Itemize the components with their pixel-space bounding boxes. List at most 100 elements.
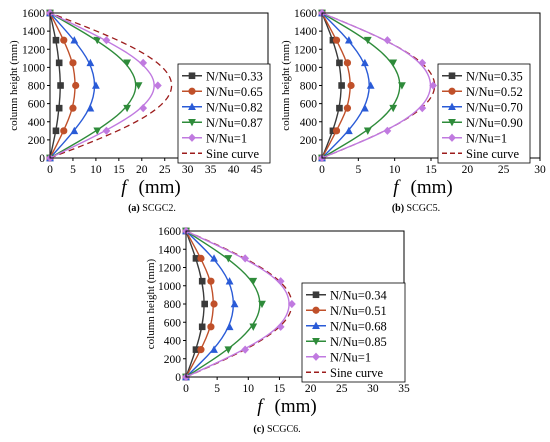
legend: N/Nu=0.35 N/Nu=0.52N/Nu=0.70 N/Nu=0.90N/Nu…: [437, 63, 531, 164]
caption-tag: (b): [392, 203, 404, 214]
data-point: [329, 36, 337, 44]
data-point: [52, 36, 60, 44]
x-tick-label: 25: [159, 164, 171, 176]
data-point: [70, 126, 79, 135]
x-tick-label: 35: [398, 383, 410, 395]
data-point: [139, 58, 148, 67]
x-tick-label: 10: [389, 164, 401, 176]
legend-entry: N/Nu=0.82: [206, 100, 263, 114]
legend-marker: [448, 133, 456, 142]
y-tick-label: 0: [175, 372, 181, 384]
data-point: [192, 346, 200, 353]
legend-entry: N/Nu=1: [466, 131, 507, 145]
data-point: [198, 277, 206, 285]
legend-marker: [312, 337, 320, 346]
x-tick-label: 25: [336, 383, 348, 395]
legend-marker: [448, 72, 456, 80]
series-line-4: [321, 12, 401, 159]
legend-entry: N/Nu=0.70: [466, 100, 523, 114]
x-axis-unit: (mm): [275, 396, 317, 417]
data-point: [197, 254, 205, 262]
y-tick-label: 1600: [158, 226, 181, 238]
plot-frame: [321, 12, 541, 159]
chart-panel-2: 0 5 10 15 20 25 30 0 200 400 600 800 1000 1200 1400 160…: [280, 8, 546, 214]
data-point: [102, 36, 111, 45]
y-tick-label: 1600: [22, 8, 45, 20]
x-tick-label: 5: [70, 164, 76, 176]
y-tick-label: 0: [39, 153, 45, 165]
x-tick-label: 10: [243, 383, 255, 395]
y-tick-label: 0: [311, 153, 317, 165]
x-tick-label: 0: [183, 383, 189, 395]
data-point: [207, 323, 215, 331]
data-point: [347, 81, 355, 90]
data-point: [366, 81, 375, 89]
data-point: [230, 299, 239, 308]
data-point: [241, 345, 250, 354]
data-point: [225, 277, 234, 285]
legend-entry: Sine curve: [206, 147, 260, 161]
caption-text: SCGC5.: [404, 203, 440, 214]
x-tick-label: 30: [534, 164, 546, 176]
x-tick-label: 20: [136, 164, 148, 176]
legend-marker: [188, 87, 196, 95]
data-point: [287, 299, 296, 309]
legend-marker: [188, 118, 196, 127]
y-tick-label: 1400: [22, 26, 45, 38]
x-tick-label: 40: [228, 164, 240, 176]
data-point: [192, 255, 200, 262]
data-point: [429, 81, 438, 90]
chart-panel-1: 0 5 10 15 20 25 30 35 40 45 0 200 400 600 800 1000 1200 1…: [8, 8, 271, 214]
x-tick-label: 30: [182, 164, 194, 176]
data-point: [210, 254, 218, 262]
sine-curve-line: [49, 12, 173, 159]
x-tick-label: 45: [251, 164, 263, 176]
y-axis-label: column height (mm): [280, 40, 292, 131]
legend-entry: N/Nu=0.68: [330, 319, 387, 333]
data-point: [389, 59, 398, 67]
y-tick-label: 600: [28, 99, 46, 111]
series-line-4: [49, 12, 137, 159]
data-point: [344, 36, 353, 44]
data-point: [55, 59, 63, 67]
data-point: [344, 126, 353, 135]
x-axis-label: f (mm): [121, 177, 181, 198]
caption-text: SCGC2.: [140, 203, 176, 214]
panel-caption: (a) SCGC2.: [128, 203, 176, 214]
data-point: [197, 346, 205, 354]
data-point: [241, 254, 250, 263]
data-point: [329, 127, 337, 135]
legend-entry: N/Nu=0.35: [466, 69, 523, 83]
legend-marker: [448, 87, 456, 95]
data-point: [52, 127, 60, 135]
y-tick-label: 600: [300, 99, 318, 111]
data-point: [102, 126, 111, 135]
data-point: [336, 104, 343, 112]
series-line-2: [185, 230, 214, 378]
data-point: [201, 300, 208, 308]
legend-entry: N/Nu=1: [330, 350, 371, 364]
y-tick-label: 400: [300, 117, 318, 129]
data-point: [383, 36, 392, 45]
y-tick-label: 1200: [294, 44, 317, 56]
data-point: [224, 255, 233, 263]
x-tick-label: 15: [274, 383, 286, 395]
data-point: [72, 81, 80, 90]
data-point: [249, 277, 258, 286]
legend: N/Nu=0.33 N/Nu=0.65N/Nu=0.82 N/Nu=0.87N/Nu…: [177, 63, 271, 164]
data-point: [134, 82, 143, 90]
x-tick-label: 15: [113, 164, 125, 176]
y-tick-label: 1000: [158, 281, 181, 293]
data-point: [418, 58, 427, 67]
data-point: [60, 36, 68, 44]
data-point: [360, 104, 369, 112]
panel-caption: (c) SCGC6.: [253, 424, 300, 435]
data-point: [276, 277, 285, 286]
x-axis-unit: (mm): [139, 177, 181, 198]
x-tick-label: 25: [498, 164, 510, 176]
x-tick-label: 5: [355, 164, 361, 176]
x-axis-symbol: f: [393, 177, 401, 198]
legend-marker: [448, 102, 456, 111]
x-axis-symbol: f: [121, 177, 129, 198]
data-point: [363, 127, 372, 135]
